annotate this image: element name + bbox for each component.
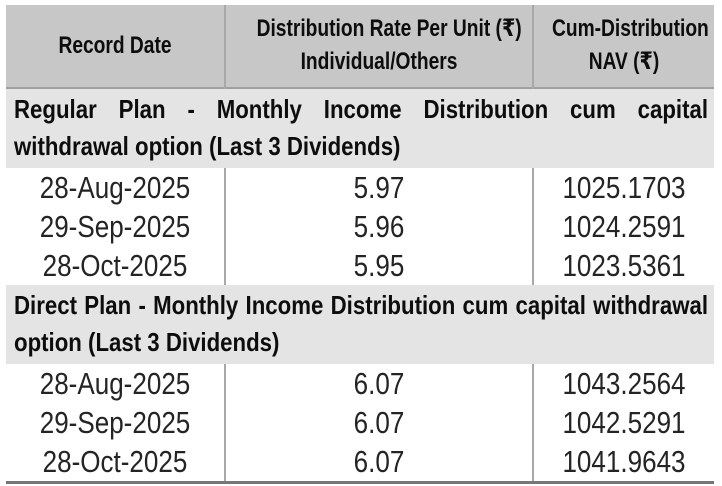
record-date-value: 28-Aug-2025 — [39, 169, 191, 205]
rate-cell: 6.07 — [224, 442, 533, 483]
record-date-cell: 28-Aug-2025 — [6, 168, 225, 207]
nav-cell: 1041.9643 — [532, 442, 714, 483]
record-date-header-cell: Record Date — [6, 5, 225, 88]
rate-cell: 6.07 — [224, 403, 533, 442]
rate-cell: 5.97 — [224, 168, 533, 207]
nav-value: 1042.5291 — [562, 404, 686, 440]
record-date-value: 28-Aug-2025 — [39, 365, 191, 401]
rate-value: 6.07 — [353, 365, 405, 401]
nav-value: 1025.1703 — [562, 169, 686, 205]
cum-distribution-nav-header-line2: NAV (₹) — [588, 48, 660, 75]
nav-cell: 1025.1703 — [532, 168, 714, 207]
nav-cell: 1023.5361 — [532, 246, 714, 285]
table-header-row: Record Date Distribution Rate Per Unit (… — [6, 5, 714, 88]
rate-value: 5.97 — [353, 169, 405, 205]
rate-cell: 5.95 — [224, 246, 533, 285]
distribution-rate-header-line1: Distribution Rate Per Unit (₹) — [256, 15, 522, 42]
nav-cell: 1042.5291 — [532, 403, 714, 442]
nav-value: 1023.5361 — [562, 247, 686, 283]
nav-cell: 1043.2564 — [532, 364, 714, 403]
record-date-cell: 28-Oct-2025 — [6, 246, 225, 285]
record-date-value: 29-Sep-2025 — [39, 208, 191, 244]
record-date-value: 29-Sep-2025 — [39, 404, 191, 440]
regular-plan-section-cell: Regular Plan - Monthly Income Distributi… — [6, 88, 714, 168]
cum-distribution-nav-header-cell: Cum-Distribution NAV (₹) — [532, 5, 714, 88]
distribution-rate-header-cell: Distribution Rate Per Unit (₹) Individua… — [224, 5, 533, 88]
nav-value: 1041.9643 — [562, 443, 686, 479]
nav-cell: 1024.2591 — [532, 207, 714, 246]
rate-value: 6.07 — [353, 404, 405, 440]
distribution-rate-header-line2: Individual/Others — [300, 48, 458, 75]
nav-value: 1024.2591 — [562, 208, 686, 244]
rate-value: 5.95 — [353, 247, 405, 283]
table-row: 28-Aug-2025 6.07 1043.2564 — [6, 364, 714, 403]
rate-cell: 6.07 — [224, 364, 533, 403]
regular-plan-section-title: Regular Plan - Monthly Income Distributi… — [14, 94, 709, 161]
table-row: 28-Aug-2025 5.97 1025.1703 — [6, 168, 714, 207]
record-date-value: 28-Oct-2025 — [42, 247, 188, 283]
direct-plan-section-cell: Direct Plan - Monthly Income Distributio… — [6, 285, 714, 364]
record-date-header-label: Record Date — [58, 31, 172, 59]
rate-value: 6.07 — [353, 443, 405, 479]
nav-value: 1043.2564 — [562, 365, 686, 401]
dividend-distribution-table: Record Date Distribution Rate Per Unit (… — [6, 5, 714, 484]
direct-plan-section-title: Direct Plan - Monthly Income Distributio… — [14, 290, 709, 357]
record-date-cell: 29-Sep-2025 — [6, 403, 225, 442]
record-date-cell: 28-Aug-2025 — [6, 364, 225, 403]
cum-distribution-nav-header-line1: Cum-Distribution — [552, 15, 709, 42]
record-date-value: 28-Oct-2025 — [42, 443, 188, 479]
record-date-cell: 29-Sep-2025 — [6, 207, 225, 246]
table-row: 29-Sep-2025 6.07 1042.5291 — [6, 403, 714, 442]
table-row: 29-Sep-2025 5.96 1024.2591 — [6, 207, 714, 246]
regular-plan-section-row: Regular Plan - Monthly Income Distributi… — [6, 88, 714, 168]
rate-value: 5.96 — [353, 208, 405, 244]
direct-plan-section-row: Direct Plan - Monthly Income Distributio… — [6, 285, 714, 364]
table-row: 28-Oct-2025 5.95 1023.5361 — [6, 246, 714, 285]
table-header: Record Date Distribution Rate Per Unit (… — [6, 5, 714, 88]
table-body: Regular Plan - Monthly Income Distributi… — [6, 88, 714, 483]
rate-cell: 5.96 — [224, 207, 533, 246]
table-row: 28-Oct-2025 6.07 1041.9643 — [6, 442, 714, 483]
record-date-cell: 28-Oct-2025 — [6, 442, 225, 483]
